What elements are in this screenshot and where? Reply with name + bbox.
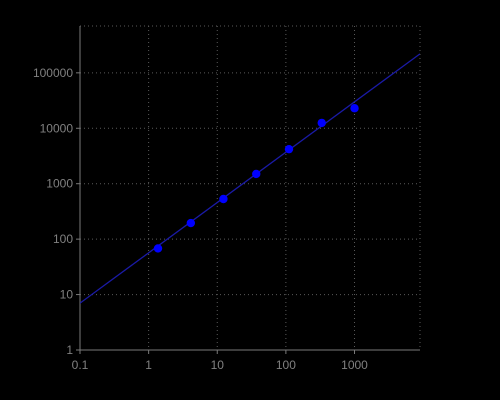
y-tick-label: 10 — [60, 288, 74, 302]
y-tick-label: 10000 — [40, 121, 74, 135]
x-tick-label: 10 — [211, 358, 225, 372]
x-tick-label: 100 — [276, 358, 296, 372]
x-tick-label: 1 — [145, 358, 152, 372]
x-tick-label: 1000 — [341, 358, 368, 372]
axes — [76, 26, 420, 354]
y-tick-label: 100 — [53, 232, 73, 246]
data-point — [350, 104, 359, 113]
x-tick-label: 0.1 — [72, 358, 89, 372]
fit-line — [80, 53, 420, 304]
data-point — [186, 218, 196, 228]
y-tick-label: 1 — [66, 343, 73, 357]
data-point — [317, 118, 326, 128]
data-point — [219, 194, 228, 204]
plot-area — [80, 53, 420, 304]
data-point — [153, 244, 163, 253]
grid — [79, 25, 421, 350]
y-tick-label: 100000 — [33, 66, 73, 80]
y-tick-label: 1000 — [46, 177, 73, 191]
data-point — [284, 144, 294, 154]
data-point — [252, 169, 261, 179]
